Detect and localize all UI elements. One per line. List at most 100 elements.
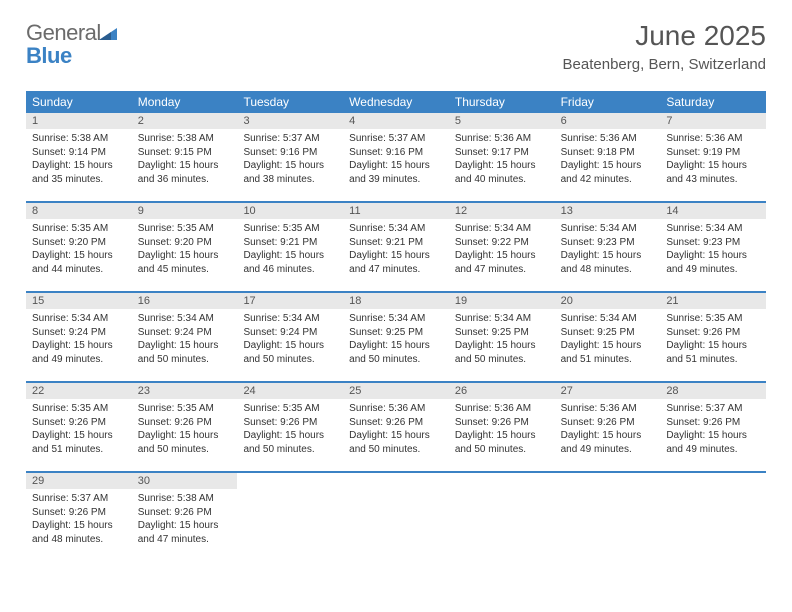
sunrise-line: Sunrise: 5:37 AM — [349, 132, 443, 146]
day-content: Sunrise: 5:34 AMSunset: 9:24 PMDaylight:… — [26, 309, 132, 372]
daylight-line: Daylight: 15 hours and 46 minutes. — [243, 249, 337, 276]
week-row: 15Sunrise: 5:34 AMSunset: 9:24 PMDayligh… — [26, 293, 766, 383]
location-text: Beatenberg, Bern, Switzerland — [563, 56, 766, 73]
sunrise-line: Sunrise: 5:34 AM — [455, 312, 549, 326]
day-number: 5 — [449, 113, 555, 129]
day-number: 13 — [555, 203, 661, 219]
daylight-line: Daylight: 15 hours and 47 minutes. — [455, 249, 549, 276]
day-header-saturday: Saturday — [660, 91, 766, 113]
day-content: Sunrise: 5:34 AMSunset: 9:21 PMDaylight:… — [343, 219, 449, 282]
sunrise-line: Sunrise: 5:35 AM — [138, 402, 232, 416]
day-cell-4: 4Sunrise: 5:37 AMSunset: 9:16 PMDaylight… — [343, 113, 449, 201]
sunrise-line: Sunrise: 5:38 AM — [32, 132, 126, 146]
day-content: Sunrise: 5:34 AMSunset: 9:22 PMDaylight:… — [449, 219, 555, 282]
sunset-line: Sunset: 9:26 PM — [666, 326, 760, 340]
day-cell-24: 24Sunrise: 5:35 AMSunset: 9:26 PMDayligh… — [237, 383, 343, 471]
day-number: 22 — [26, 383, 132, 399]
day-number: 23 — [132, 383, 238, 399]
day-number: 27 — [555, 383, 661, 399]
sunset-line: Sunset: 9:24 PM — [243, 326, 337, 340]
day-cell-12: 12Sunrise: 5:34 AMSunset: 9:22 PMDayligh… — [449, 203, 555, 291]
day-cell-empty — [343, 473, 449, 561]
sunset-line: Sunset: 9:26 PM — [32, 416, 126, 430]
sunrise-line: Sunrise: 5:35 AM — [32, 402, 126, 416]
week-row: 1Sunrise: 5:38 AMSunset: 9:14 PMDaylight… — [26, 113, 766, 203]
sunset-line: Sunset: 9:26 PM — [32, 506, 126, 520]
day-cell-empty — [660, 473, 766, 561]
sunrise-line: Sunrise: 5:37 AM — [666, 402, 760, 416]
daylight-line: Daylight: 15 hours and 51 minutes. — [561, 339, 655, 366]
day-number: 4 — [343, 113, 449, 129]
day-cell-15: 15Sunrise: 5:34 AMSunset: 9:24 PMDayligh… — [26, 293, 132, 381]
sunset-line: Sunset: 9:26 PM — [455, 416, 549, 430]
sunset-line: Sunset: 9:17 PM — [455, 146, 549, 160]
sunset-line: Sunset: 9:25 PM — [349, 326, 443, 340]
sunset-line: Sunset: 9:26 PM — [561, 416, 655, 430]
day-content: Sunrise: 5:35 AMSunset: 9:21 PMDaylight:… — [237, 219, 343, 282]
daylight-line: Daylight: 15 hours and 49 minutes. — [32, 339, 126, 366]
day-cell-empty — [555, 473, 661, 561]
sunrise-line: Sunrise: 5:35 AM — [243, 222, 337, 236]
day-cell-19: 19Sunrise: 5:34 AMSunset: 9:25 PMDayligh… — [449, 293, 555, 381]
day-content: Sunrise: 5:35 AMSunset: 9:26 PMDaylight:… — [237, 399, 343, 462]
daylight-line: Daylight: 15 hours and 48 minutes. — [32, 519, 126, 546]
sunset-line: Sunset: 9:26 PM — [243, 416, 337, 430]
day-header-tuesday: Tuesday — [237, 91, 343, 113]
day-number: 1 — [26, 113, 132, 129]
day-number: 6 — [555, 113, 661, 129]
day-header-sunday: Sunday — [26, 91, 132, 113]
day-number: 28 — [660, 383, 766, 399]
sunrise-line: Sunrise: 5:34 AM — [561, 222, 655, 236]
day-content: Sunrise: 5:36 AMSunset: 9:17 PMDaylight:… — [449, 129, 555, 192]
week-row: 29Sunrise: 5:37 AMSunset: 9:26 PMDayligh… — [26, 473, 766, 561]
day-cell-16: 16Sunrise: 5:34 AMSunset: 9:24 PMDayligh… — [132, 293, 238, 381]
day-content: Sunrise: 5:37 AMSunset: 9:16 PMDaylight:… — [343, 129, 449, 192]
day-content: Sunrise: 5:36 AMSunset: 9:26 PMDaylight:… — [449, 399, 555, 462]
day-cell-1: 1Sunrise: 5:38 AMSunset: 9:14 PMDaylight… — [26, 113, 132, 201]
day-cell-8: 8Sunrise: 5:35 AMSunset: 9:20 PMDaylight… — [26, 203, 132, 291]
day-cell-5: 5Sunrise: 5:36 AMSunset: 9:17 PMDaylight… — [449, 113, 555, 201]
day-cell-empty — [237, 473, 343, 561]
day-content: Sunrise: 5:38 AMSunset: 9:26 PMDaylight:… — [132, 489, 238, 552]
day-number: 11 — [343, 203, 449, 219]
sunrise-line: Sunrise: 5:35 AM — [32, 222, 126, 236]
calendar-weeks: 1Sunrise: 5:38 AMSunset: 9:14 PMDaylight… — [26, 113, 766, 561]
day-cell-28: 28Sunrise: 5:37 AMSunset: 9:26 PMDayligh… — [660, 383, 766, 471]
daylight-line: Daylight: 15 hours and 48 minutes. — [561, 249, 655, 276]
daylight-line: Daylight: 15 hours and 38 minutes. — [243, 159, 337, 186]
day-number: 25 — [343, 383, 449, 399]
day-cell-7: 7Sunrise: 5:36 AMSunset: 9:19 PMDaylight… — [660, 113, 766, 201]
day-cell-11: 11Sunrise: 5:34 AMSunset: 9:21 PMDayligh… — [343, 203, 449, 291]
daylight-line: Daylight: 15 hours and 50 minutes. — [455, 429, 549, 456]
sunrise-line: Sunrise: 5:36 AM — [666, 132, 760, 146]
sunset-line: Sunset: 9:22 PM — [455, 236, 549, 250]
daylight-line: Daylight: 15 hours and 50 minutes. — [138, 429, 232, 456]
daylight-line: Daylight: 15 hours and 35 minutes. — [32, 159, 126, 186]
day-content: Sunrise: 5:35 AMSunset: 9:26 PMDaylight:… — [132, 399, 238, 462]
day-content: Sunrise: 5:35 AMSunset: 9:20 PMDaylight:… — [26, 219, 132, 282]
sunrise-line: Sunrise: 5:34 AM — [32, 312, 126, 326]
day-content: Sunrise: 5:34 AMSunset: 9:24 PMDaylight:… — [132, 309, 238, 372]
day-content: Sunrise: 5:38 AMSunset: 9:14 PMDaylight:… — [26, 129, 132, 192]
logo-text-wrap: General Blue — [26, 20, 119, 69]
sunrise-line: Sunrise: 5:37 AM — [32, 492, 126, 506]
sunset-line: Sunset: 9:16 PM — [243, 146, 337, 160]
day-number: 2 — [132, 113, 238, 129]
sunrise-line: Sunrise: 5:36 AM — [455, 402, 549, 416]
sunrise-line: Sunrise: 5:34 AM — [561, 312, 655, 326]
daylight-line: Daylight: 15 hours and 50 minutes. — [349, 429, 443, 456]
sunset-line: Sunset: 9:23 PM — [666, 236, 760, 250]
daylight-line: Daylight: 15 hours and 47 minutes. — [138, 519, 232, 546]
sunset-line: Sunset: 9:15 PM — [138, 146, 232, 160]
title-block: June 2025 Beatenberg, Bern, Switzerland — [563, 20, 766, 73]
day-header-monday: Monday — [132, 91, 238, 113]
sunset-line: Sunset: 9:18 PM — [561, 146, 655, 160]
day-cell-18: 18Sunrise: 5:34 AMSunset: 9:25 PMDayligh… — [343, 293, 449, 381]
sunset-line: Sunset: 9:26 PM — [138, 506, 232, 520]
sunset-line: Sunset: 9:20 PM — [138, 236, 232, 250]
sunset-line: Sunset: 9:21 PM — [243, 236, 337, 250]
sunset-line: Sunset: 9:16 PM — [349, 146, 443, 160]
daylight-line: Daylight: 15 hours and 45 minutes. — [138, 249, 232, 276]
week-row: 22Sunrise: 5:35 AMSunset: 9:26 PMDayligh… — [26, 383, 766, 473]
sunrise-line: Sunrise: 5:34 AM — [349, 312, 443, 326]
